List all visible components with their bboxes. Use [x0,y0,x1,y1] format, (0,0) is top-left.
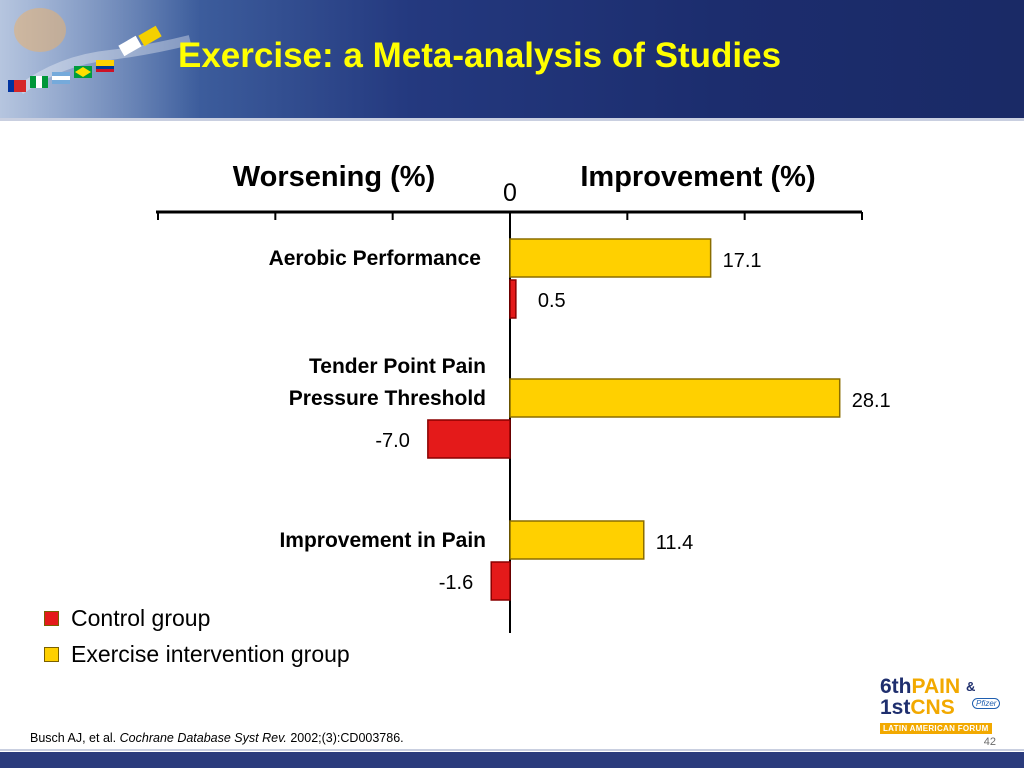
bar-exercise [509,378,841,418]
logo-line-1: 6thPAIN & [880,676,1000,697]
page-number: 42 [983,736,996,748]
axis-label-improvement: Improvement (%) [580,161,815,193]
bar-exercise [509,520,645,560]
footer-divider [0,749,1024,751]
data-label-control: 0.5 [538,290,566,312]
forum-logo: 6thPAIN & 1stCNS Pfizer LATIN AMERICAN F… [880,676,1001,734]
chart-legend: Control group Exercise intervention grou… [44,600,464,672]
citation-journal: Cochrane Database Syst Rev. [119,731,287,745]
category-label: Tender Point Pain [309,355,486,378]
slide-title: Exercise: a Meta-analysis of Studies [178,36,782,75]
axis-label-worsening: Worsening (%) [233,161,435,193]
bar-control [509,279,517,319]
data-label-control: -1.6 [439,572,473,594]
footer-bar [0,752,1024,768]
slide-header: Exercise: a Meta-analysis of Studies [0,0,1024,118]
legend-swatch-control [44,610,59,626]
citation-authors: Busch AJ, et al. [30,731,117,745]
citation-details: 2002;(3):CD003786. [290,731,404,745]
header-divider [0,118,1024,121]
bar-control [490,561,511,601]
legend-label-control: Control group [71,604,211,631]
logo-subtitle: LATIN AMERICAN FORUM [880,723,992,734]
category-label: Aerobic Performance [269,247,481,270]
data-label-exercise: 11.4 [656,532,693,554]
bar-control [427,419,511,459]
citation: Busch AJ, et al. Cochrane Database Syst … [30,731,404,745]
legend-item-exercise: Exercise intervention group [44,636,464,672]
category-label: Improvement in Pain [279,529,486,552]
bar-exercise [509,238,712,278]
logo-ampersand: & [965,679,976,694]
logo-sponsor: Pfizer [972,698,1001,709]
data-label-exercise: 28.1 [852,390,891,412]
logo-line2-num: 1st [880,696,911,719]
category-label: Pressure Threshold [289,387,486,410]
runner-flags-banner-image [0,0,200,118]
data-label-control: -7.0 [375,430,409,452]
bar-chart: Worsening (%) Improvement (%) 0 Aerobic Per… [156,161,891,633]
legend-swatch-exercise [44,646,59,662]
logo-line-2: 1stCNS [880,697,1000,718]
legend-label-exercise: Exercise intervention group [71,640,350,667]
logo-line1-word: PAIN [911,675,961,698]
axis-zero-label: 0 [503,179,517,207]
data-label-exercise: 17.1 [723,250,762,272]
legend-item-control: Control group [44,600,464,636]
logo-line1-num: 6th [880,675,912,698]
logo-line2-word: CNS [910,696,955,719]
